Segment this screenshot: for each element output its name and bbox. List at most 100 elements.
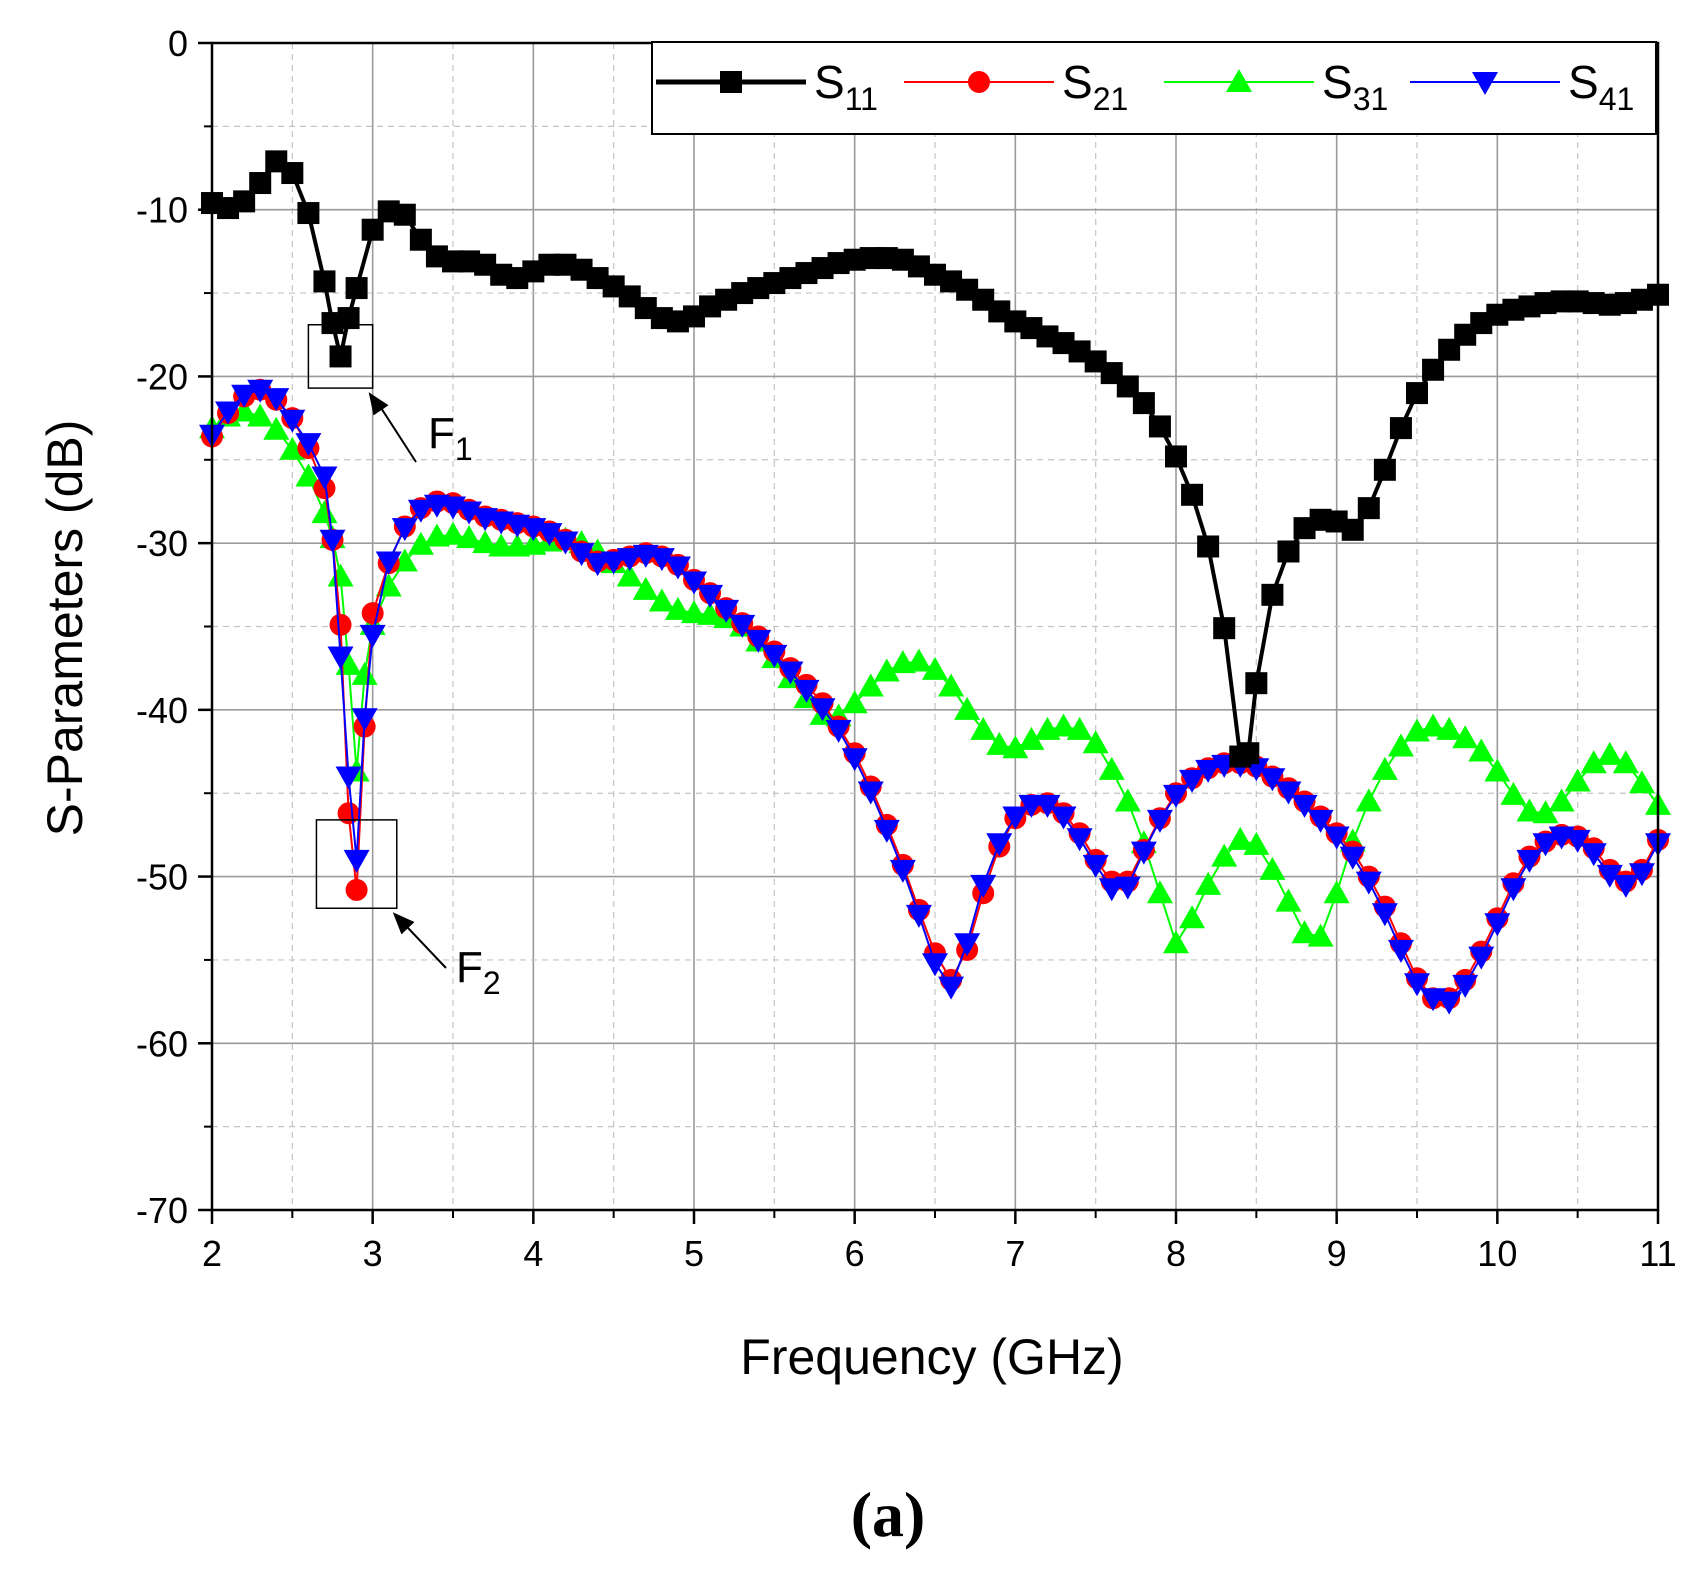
s41-point — [552, 531, 579, 555]
s31-point — [472, 530, 499, 554]
legend-label: S21 — [1062, 56, 1128, 117]
s31-point — [1179, 905, 1206, 929]
annotations: F1 F2 — [307, 323, 501, 1001]
s31-point — [1596, 741, 1623, 765]
y-tick-label: -30 — [136, 523, 188, 564]
panel-label: (a) — [851, 1479, 926, 1550]
s41-point — [825, 719, 852, 743]
s31-point — [1548, 788, 1575, 812]
s31-point — [664, 596, 691, 620]
x-tick-label: 5 — [684, 1233, 704, 1274]
s41-point — [1612, 874, 1639, 898]
s11-point — [409, 228, 432, 251]
s41-point — [327, 646, 354, 670]
x-tick-label: 6 — [845, 1233, 865, 1274]
legend-item-s41: S41 — [1410, 56, 1634, 117]
s41-point — [215, 401, 242, 425]
s41-point — [1580, 843, 1607, 867]
s31-point — [311, 500, 338, 524]
s31-point — [1516, 798, 1543, 822]
s31-point — [456, 525, 483, 549]
y-tick-label: -50 — [136, 857, 188, 898]
s41-point — [1130, 841, 1157, 865]
s41-point — [616, 548, 643, 572]
x-tick-label: 3 — [363, 1233, 383, 1274]
s11-point — [233, 190, 256, 213]
s41-point — [1114, 876, 1141, 900]
s31-point — [1082, 730, 1109, 754]
s41-point — [1484, 913, 1511, 937]
s31-point — [327, 563, 354, 587]
s11-point — [1116, 375, 1139, 398]
annotation-f2: F2 — [315, 819, 501, 1001]
s31-point — [1387, 733, 1414, 757]
s41-point — [889, 859, 916, 883]
s31-point — [1195, 871, 1222, 895]
s41-point — [1323, 826, 1350, 850]
legend-item-s31: S31 — [1164, 56, 1388, 117]
y-tick-label: -60 — [136, 1023, 188, 1064]
s31-point — [1500, 781, 1527, 805]
legend-marker — [1226, 69, 1252, 92]
s31-point — [247, 403, 274, 427]
s41-point — [986, 833, 1013, 857]
s11-point — [1132, 392, 1155, 415]
s31-point — [1146, 880, 1173, 904]
s41-point — [1339, 846, 1366, 870]
s41-point — [1532, 833, 1559, 857]
s31-point — [986, 731, 1013, 755]
s41-point — [1468, 946, 1495, 970]
s41-point — [1307, 809, 1334, 833]
s31-point — [1066, 716, 1093, 740]
s41-point — [970, 874, 997, 898]
x-tick-label: 8 — [1166, 1233, 1186, 1274]
s41-point — [1034, 794, 1061, 818]
s41-point — [568, 543, 595, 567]
series-s41 — [199, 379, 1671, 1015]
s11-point — [297, 202, 320, 225]
s41-point — [1050, 806, 1077, 830]
s41-point — [664, 556, 691, 580]
s31-point — [1436, 716, 1463, 740]
annotation-arrowhead — [368, 392, 389, 416]
annotation-arrowhead — [392, 912, 415, 935]
annotation-label: F2 — [456, 943, 501, 1001]
s41-point — [231, 384, 258, 408]
s31-point — [857, 673, 884, 697]
s11-point — [1341, 518, 1364, 541]
legend-item-s11: S11 — [656, 56, 878, 117]
s41-point — [359, 624, 386, 648]
x-axis-title: Frequency (GHz) — [740, 1329, 1123, 1385]
s41-point — [905, 904, 932, 928]
s11-point — [337, 307, 360, 330]
s31-point — [1468, 738, 1495, 762]
s21-point — [361, 602, 384, 625]
s41-point — [1516, 849, 1543, 873]
s11-point — [1213, 617, 1236, 640]
s41-point — [729, 614, 756, 638]
s41-point — [351, 708, 378, 732]
y-tick-label: -40 — [136, 690, 188, 731]
s31-point — [1275, 888, 1302, 912]
s11-point — [1181, 483, 1204, 506]
s31-point — [1114, 788, 1141, 812]
s31-point — [1371, 756, 1398, 780]
s41-point — [319, 529, 346, 553]
s11-point — [1389, 417, 1412, 440]
s41-point — [247, 379, 274, 403]
s41-point — [1436, 991, 1463, 1015]
s41-point — [1002, 806, 1029, 830]
s31-point — [1211, 843, 1238, 867]
s41-point — [1452, 974, 1479, 998]
s31-point — [263, 416, 290, 440]
s41-point — [1371, 903, 1398, 927]
s41-point — [1275, 781, 1302, 805]
annotation-label: F1 — [428, 409, 473, 467]
s31-point — [1291, 920, 1318, 944]
s21-line — [211, 388, 1659, 1000]
s31-point — [351, 661, 378, 685]
y-tick-label: 0 — [168, 23, 188, 64]
s41-point — [343, 849, 370, 873]
x-tick-label: 11 — [1639, 1233, 1676, 1274]
